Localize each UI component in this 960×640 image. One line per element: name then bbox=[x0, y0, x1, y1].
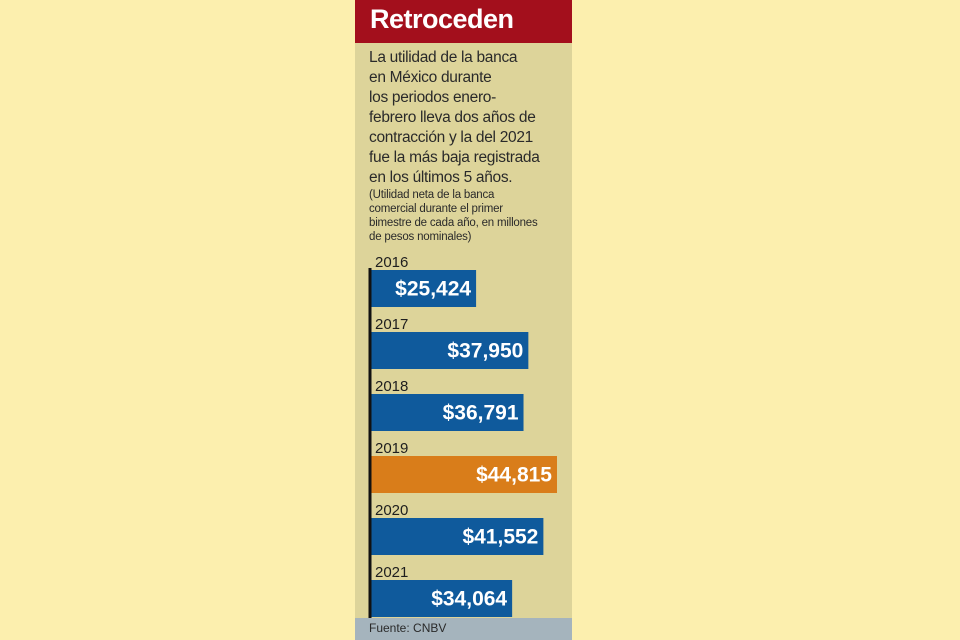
bar-chart: 2016 $25,424 2017 $37,950 2018 $36,791 2019 $44… bbox=[368, 254, 557, 620]
value-label-2017: $37,950 bbox=[447, 340, 523, 363]
year-label-2020: 2020 bbox=[375, 502, 408, 519]
bar-2017 bbox=[370, 332, 529, 369]
bar-2018 bbox=[370, 394, 524, 431]
bar-2016 bbox=[370, 270, 477, 307]
value-label-2020: $41,552 bbox=[462, 526, 538, 549]
year-label-2016: 2016 bbox=[375, 254, 408, 271]
bar-2021 bbox=[370, 580, 513, 617]
chart-note: (Utilidad neta de la banca comercial dur… bbox=[369, 189, 538, 243]
year-label-2021: 2021 bbox=[375, 564, 408, 581]
value-label-2019: $44,815 bbox=[476, 464, 552, 487]
year-label-2017: 2017 bbox=[375, 316, 408, 333]
chart-title: Retroceden bbox=[370, 4, 514, 34]
source-note: Fuente: CNBV bbox=[369, 621, 447, 635]
value-label-2021: $34,064 bbox=[431, 588, 507, 611]
year-label-2018: 2018 bbox=[375, 378, 408, 395]
value-label-2018: $36,791 bbox=[443, 402, 519, 425]
footer-bar: Fuente: CNBV bbox=[355, 618, 572, 640]
infographic-panel: Retroceden La utilidad de la banca en Mé… bbox=[355, 0, 572, 640]
chart-subtitle: La utilidad de la banca en México durant… bbox=[369, 49, 540, 186]
bar-2019 bbox=[370, 456, 557, 493]
year-label-2019: 2019 bbox=[375, 440, 408, 457]
title-bar: Retroceden bbox=[355, 0, 572, 43]
value-label-2016: $25,424 bbox=[395, 278, 471, 301]
bar-2020 bbox=[370, 518, 544, 555]
